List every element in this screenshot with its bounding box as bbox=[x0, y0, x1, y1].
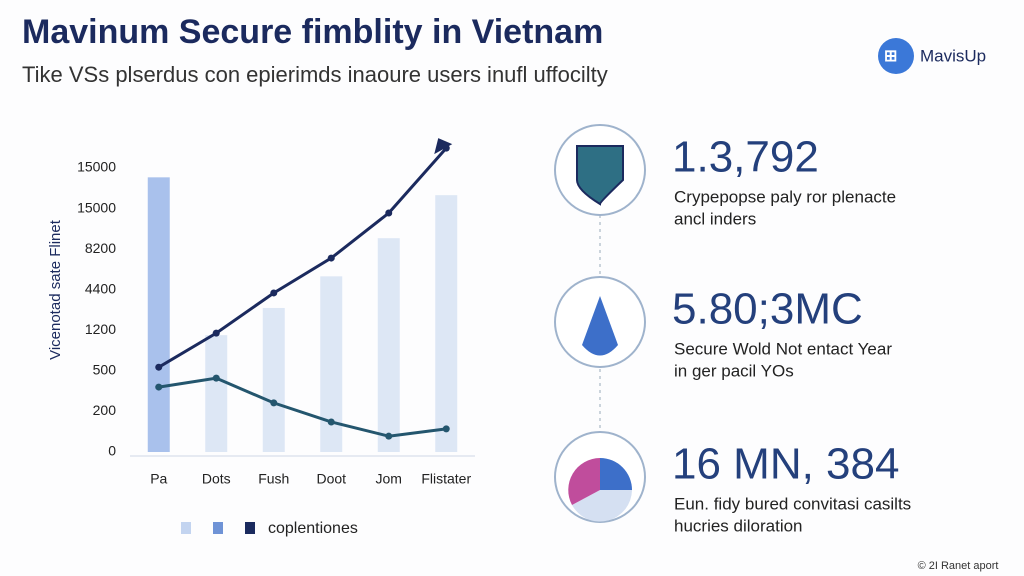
bar bbox=[435, 195, 458, 452]
line-point bbox=[212, 329, 220, 337]
y-tick-label: 200 bbox=[93, 402, 117, 418]
legend-swatch bbox=[181, 522, 191, 534]
stat-description: ancl inders bbox=[674, 209, 756, 228]
legend-label: coplentiones bbox=[268, 520, 358, 537]
stat-value: 16 MN, 384 bbox=[672, 440, 899, 489]
stat-icon-3 bbox=[554, 431, 646, 523]
legend-swatch bbox=[245, 522, 255, 534]
line-point bbox=[327, 254, 335, 262]
line-point bbox=[385, 432, 393, 440]
bar bbox=[262, 307, 285, 452]
stat-description: in ger pacil YOs bbox=[674, 361, 794, 380]
stat-icon-2 bbox=[554, 276, 646, 368]
stat-icon-1 bbox=[554, 124, 646, 216]
bar bbox=[147, 177, 170, 452]
x-tick-label: Fush bbox=[258, 471, 289, 487]
line-point bbox=[270, 399, 278, 407]
stat-description: Eun. fidy bured convitasi casilts bbox=[674, 494, 911, 513]
y-tick-label: 15000 bbox=[77, 159, 116, 175]
x-tick-label: Dots bbox=[202, 471, 231, 487]
line-point bbox=[155, 383, 163, 391]
stat-value: 1.3,792 bbox=[672, 133, 819, 182]
line-point bbox=[442, 425, 450, 433]
brand-logo-glyph: ⊞ bbox=[884, 48, 897, 65]
y-tick-label: 0 bbox=[108, 443, 116, 459]
x-tick-label: Jom bbox=[376, 471, 402, 487]
line-series bbox=[158, 376, 447, 438]
line-point bbox=[270, 289, 278, 297]
stat-description: Crypepopse paly ror plenacte bbox=[674, 187, 896, 206]
stat-description: Secure Wold Not entact Year bbox=[674, 339, 892, 358]
line-point bbox=[327, 418, 335, 426]
line-point bbox=[385, 209, 393, 217]
y-tick-label: 500 bbox=[93, 362, 117, 378]
y-tick-label: 8200 bbox=[85, 240, 116, 256]
legend-swatch bbox=[213, 522, 223, 534]
line-series bbox=[157, 147, 448, 369]
title: Mavinum Secure fimblity in Vietnam bbox=[22, 13, 603, 51]
footer: © 2I Ranet aport bbox=[918, 560, 999, 572]
y-tick-label: 1200 bbox=[85, 321, 116, 337]
stat-value: 5.80;3MC bbox=[672, 285, 863, 334]
line-point bbox=[155, 363, 163, 371]
brand-logo bbox=[878, 38, 914, 74]
y-tick-label: 4400 bbox=[85, 280, 116, 296]
x-tick-label: Pa bbox=[150, 471, 167, 487]
bar bbox=[320, 276, 343, 452]
y-tick-label: 15000 bbox=[77, 199, 116, 215]
line-point bbox=[212, 374, 220, 382]
x-tick-label: Flistater bbox=[421, 471, 471, 487]
subtitle: Tike VSs plserdus con epierimds inaoure … bbox=[22, 62, 608, 87]
brand-name: MavisUp bbox=[920, 46, 986, 65]
x-tick-label: Doot bbox=[316, 471, 346, 487]
stat-description: hucries diloration bbox=[674, 516, 803, 535]
arrow-head bbox=[434, 138, 453, 155]
bar bbox=[205, 335, 228, 452]
y-axis-label: Vicenotad sate Flinet bbox=[47, 219, 64, 360]
bar bbox=[377, 238, 400, 452]
